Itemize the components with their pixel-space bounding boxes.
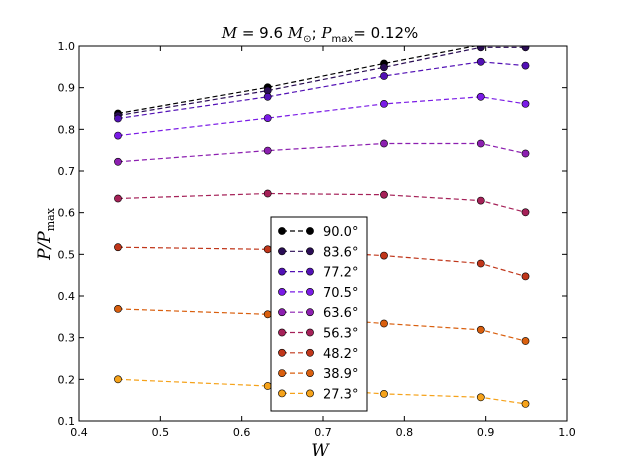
series-line (117, 61, 526, 120)
y-axis-label: P/Pmax (35, 207, 57, 261)
legend-marker (278, 308, 286, 317)
data-point (521, 208, 530, 217)
series-line (117, 46, 478, 115)
y-tick-label: 0.4 (58, 290, 76, 303)
series-line (117, 142, 526, 163)
x-tick-label: 0.7 (314, 426, 332, 439)
y-tick-label: 0.8 (58, 123, 76, 136)
data-point (380, 100, 388, 108)
data-point (114, 194, 122, 203)
legend-marker (278, 247, 286, 256)
data-point (114, 157, 122, 166)
data-point (380, 72, 388, 80)
legend-marker (278, 328, 286, 337)
legend-label: 27.3° (323, 387, 358, 402)
y-tick-label: 0.7 (58, 165, 76, 178)
axis-ticks: 0.4 0.5 0.6 0.7 0.8 0.9 1.0 0.1 0.2 0.3 0.4 0.5 0.6 0… (58, 40, 576, 439)
series-line (117, 192, 526, 213)
data-point (476, 57, 485, 66)
data-point (521, 272, 530, 281)
data-point (521, 61, 530, 70)
x-tick-label: 0.6 (233, 426, 251, 439)
x-tick-label: 0.8 (396, 426, 414, 439)
legend: 90.0° 83.6° 77.2° 70.5° 63.6° 56.3° 48.2° 38.9°… (270, 216, 368, 412)
legend-marker (278, 227, 286, 235)
data-point (521, 337, 530, 345)
data-point (263, 146, 272, 155)
y-tick-label: 0.5 (58, 248, 76, 261)
legend-marker (306, 348, 314, 357)
legend-label: 38.9° (323, 367, 358, 382)
data-point (263, 114, 272, 122)
x-tick-label: 0.9 (477, 426, 495, 439)
data-point (380, 389, 388, 398)
data-point (521, 399, 530, 408)
data-point (476, 325, 485, 334)
legend-marker (306, 369, 314, 377)
data-point (521, 46, 530, 52)
legend-label: 63.6° (323, 306, 358, 321)
data-point (263, 382, 272, 390)
legend-marker (278, 267, 286, 276)
data-point (114, 304, 122, 313)
data-point (476, 46, 485, 52)
legend-marker (306, 247, 314, 256)
data-point (263, 245, 272, 254)
y-tick-label: 0.9 (58, 82, 76, 95)
y-tick-label: 0.6 (58, 207, 76, 220)
data-point (380, 251, 388, 260)
data-point (380, 139, 388, 148)
plot-marks (114, 46, 530, 408)
legend-marker (306, 287, 314, 296)
data-point (476, 92, 485, 101)
legend-marker (278, 389, 286, 398)
data-point (114, 375, 122, 384)
legend-label: 83.6° (323, 245, 358, 260)
chart-title: M = 9.6 M⊙; Pmax= 0.12% (221, 24, 419, 45)
legend-marker (306, 389, 314, 398)
legend-marker (306, 267, 314, 276)
y-tick-label: 0.2 (58, 373, 76, 386)
data-point (263, 189, 272, 198)
legend-box (270, 216, 368, 412)
legend-label: 77.2° (323, 266, 358, 281)
x-tick-label: 1.0 (558, 426, 576, 439)
data-point (263, 92, 272, 101)
data-point (380, 319, 388, 328)
legend-marker (278, 287, 286, 296)
y-tick-label: 0.1 (58, 415, 76, 428)
data-point (114, 243, 122, 252)
legend-label: 48.2° (323, 347, 358, 362)
y-tick-label: 1.0 (58, 40, 76, 53)
legend-marker (278, 348, 286, 357)
data-point (521, 149, 530, 158)
legend-label: 70.5° (323, 286, 358, 301)
data-point (114, 114, 122, 123)
x-tick-label: 0.4 (70, 426, 88, 439)
data-point (380, 63, 388, 72)
x-axis-label: W (311, 441, 330, 461)
data-point (263, 310, 272, 319)
data-point (521, 100, 530, 108)
data-point (476, 196, 485, 205)
legend-label: 90.0° (323, 225, 358, 240)
legend-marker (278, 369, 286, 377)
data-point (476, 139, 485, 148)
series-line (117, 46, 526, 117)
data-point (114, 131, 122, 140)
legend-label: 56.3° (323, 327, 358, 342)
data-point (476, 259, 485, 268)
data-point (476, 393, 485, 402)
series-line (117, 96, 526, 137)
legend-marker (306, 227, 314, 235)
y-tick-label: 0.3 (58, 332, 76, 345)
legend-marker (306, 308, 314, 317)
legend-marker (306, 328, 314, 337)
data-point (380, 190, 388, 199)
x-tick-label: 0.5 (152, 426, 170, 439)
